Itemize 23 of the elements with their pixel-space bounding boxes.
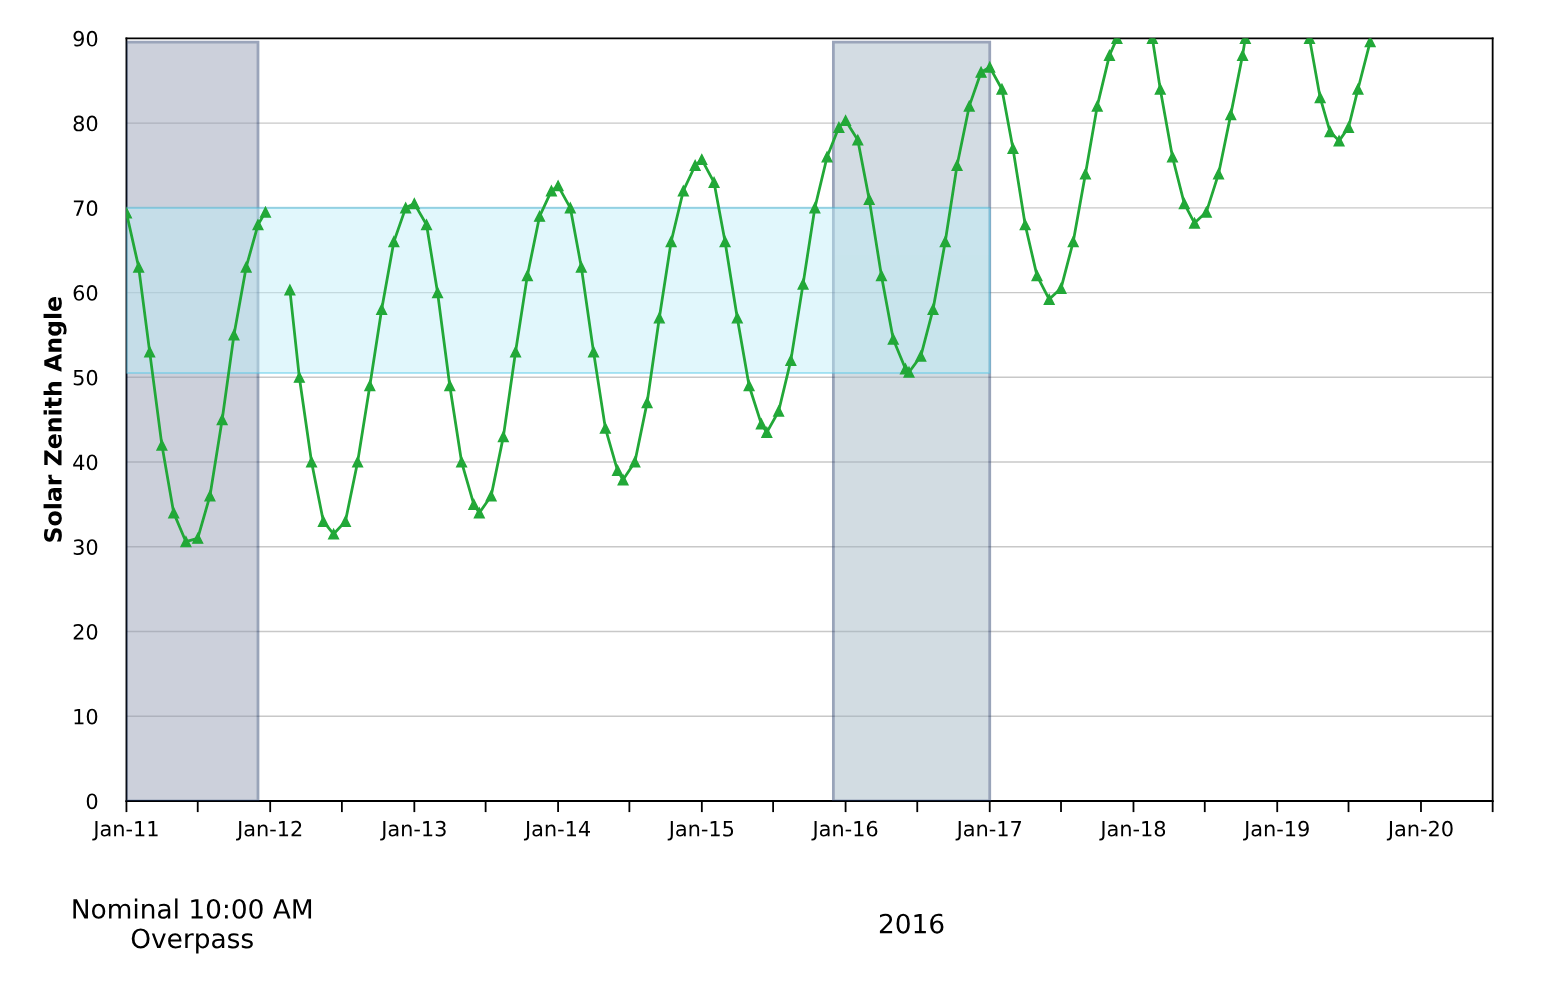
text: Nominal 10:00 AM Overpass bbox=[73, 898, 312, 954]
y-tick-label: 70 bbox=[73, 200, 98, 217]
y-tick-label: 40 bbox=[73, 454, 98, 471]
y-tick-label: 0 bbox=[86, 793, 98, 810]
y-tick-label: 10 bbox=[74, 708, 98, 725]
x-tick-label: Jan-16 bbox=[811, 820, 878, 841]
y-tick-label: 30 bbox=[73, 539, 98, 555]
x-tick-label: Jan-20 bbox=[1386, 820, 1453, 841]
x-tick-label: Jan-17 bbox=[955, 821, 1022, 841]
x-tick-label: Jan-14 bbox=[523, 821, 590, 841]
x-tick-label: Jan-18 bbox=[1099, 820, 1166, 841]
x-tick-label: Jan-12 bbox=[236, 820, 302, 841]
y-axis-title: Solar Zenith Angle bbox=[43, 297, 67, 542]
text: 2016 bbox=[879, 913, 944, 934]
x-tick-label: Jan-19 bbox=[1243, 820, 1309, 841]
y-tick-label: 90 bbox=[73, 30, 98, 47]
y-tick-label: 80 bbox=[73, 115, 98, 132]
x-tick-label: Jan-11 bbox=[92, 821, 158, 841]
y-tick-label: 60 bbox=[73, 285, 98, 301]
x-tick-label: Jan-13 bbox=[380, 820, 446, 841]
y-tick-label: 50 bbox=[73, 369, 98, 386]
y-tick-label: 20 bbox=[73, 623, 98, 640]
x-tick-label: Jan-15 bbox=[667, 821, 734, 841]
